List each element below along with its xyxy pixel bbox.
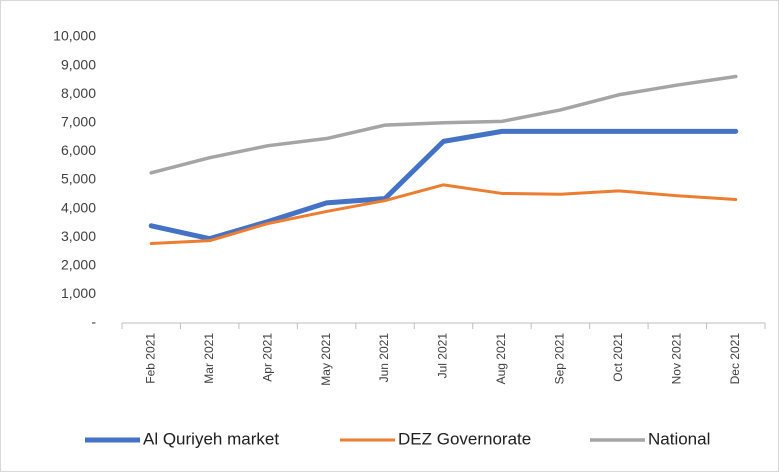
x-tick-label: Sep 2021 [553, 333, 567, 385]
y-tick-label: 9,000 [61, 56, 96, 72]
x-tick-label: Aug 2021 [494, 333, 508, 385]
y-tick-label: - [91, 314, 96, 330]
legend-label: National [648, 429, 710, 448]
y-tick-label: 4,000 [61, 199, 96, 215]
x-tick-label: Feb 2021 [143, 333, 157, 384]
y-tick-label: 3,000 [61, 228, 96, 244]
y-tick-label: 7,000 [61, 114, 96, 130]
y-tick-label: 10,000 [53, 28, 96, 44]
x-tick-label: Dec 2021 [728, 333, 742, 385]
x-tick-label: Jun 2021 [377, 333, 391, 383]
legend-label: DEZ Governorate [398, 429, 531, 448]
y-tick-label: 2,000 [61, 257, 96, 273]
x-tick-label: Mar 2021 [202, 333, 216, 384]
x-tick-label: Apr 2021 [260, 333, 274, 382]
x-tick-label: Nov 2021 [669, 333, 683, 385]
y-tick-label: 1,000 [61, 285, 96, 301]
y-tick-label: 6,000 [61, 142, 96, 158]
y-tick-label: 8,000 [61, 85, 96, 101]
series-line [148, 128, 739, 242]
x-tick-label: May 2021 [319, 333, 333, 386]
x-tick-label: Oct 2021 [611, 333, 625, 382]
series-line [149, 74, 738, 175]
y-tick-label: 5,000 [61, 171, 96, 187]
x-tick-label: Jul 2021 [436, 333, 450, 379]
legend-label: Al Quriyeh market [143, 429, 279, 448]
series-line [149, 183, 738, 245]
